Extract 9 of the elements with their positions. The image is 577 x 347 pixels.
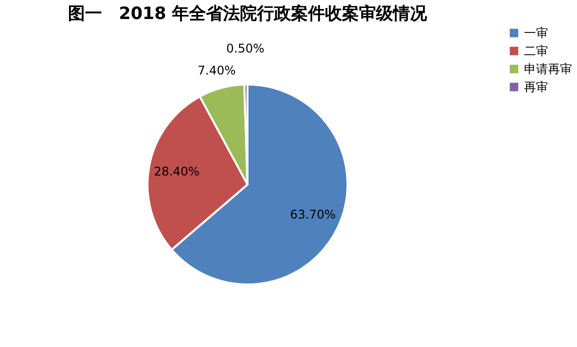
chart-title: 图一 2018 年全省法院行政案件收案审级情况 xyxy=(68,3,428,24)
data-label: 28.40% xyxy=(154,164,200,178)
legend-label: 一审 xyxy=(524,26,548,40)
data-label: 0.50% xyxy=(226,42,264,56)
legend-label: 再审 xyxy=(524,80,548,94)
data-label: 63.70% xyxy=(290,208,336,222)
legend-label: 申请再审 xyxy=(524,62,572,76)
legend-label: 二审 xyxy=(524,44,548,58)
data-label: 7.40% xyxy=(198,64,236,78)
